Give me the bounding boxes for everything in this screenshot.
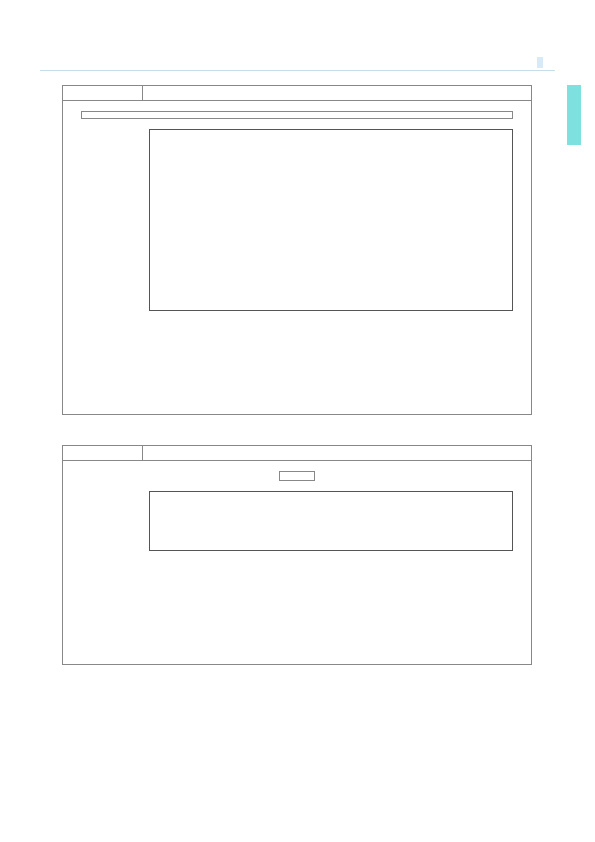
chart2-rows — [81, 491, 513, 551]
chart1-ticks — [149, 313, 513, 329]
chart2-legend — [279, 471, 315, 481]
header-rule — [40, 70, 555, 71]
chart2-ticks — [149, 553, 513, 569]
figure-3-3-9 — [62, 85, 532, 415]
chapter-badge — [537, 57, 543, 68]
figure-number — [63, 86, 143, 100]
figure-header — [63, 446, 531, 461]
side-tab — [567, 85, 581, 145]
figure-number — [63, 446, 143, 460]
figure-title — [143, 446, 531, 460]
chart2-area — [81, 491, 513, 569]
figure-3-3-10 — [62, 445, 532, 665]
chart1-rows — [81, 129, 513, 311]
figure-title — [143, 86, 531, 100]
figure-header — [63, 86, 531, 101]
chart1-area — [81, 129, 513, 329]
page-header — [533, 58, 543, 67]
chart1-legend — [81, 111, 513, 119]
figure-body — [63, 461, 531, 591]
figure-body — [63, 101, 531, 351]
